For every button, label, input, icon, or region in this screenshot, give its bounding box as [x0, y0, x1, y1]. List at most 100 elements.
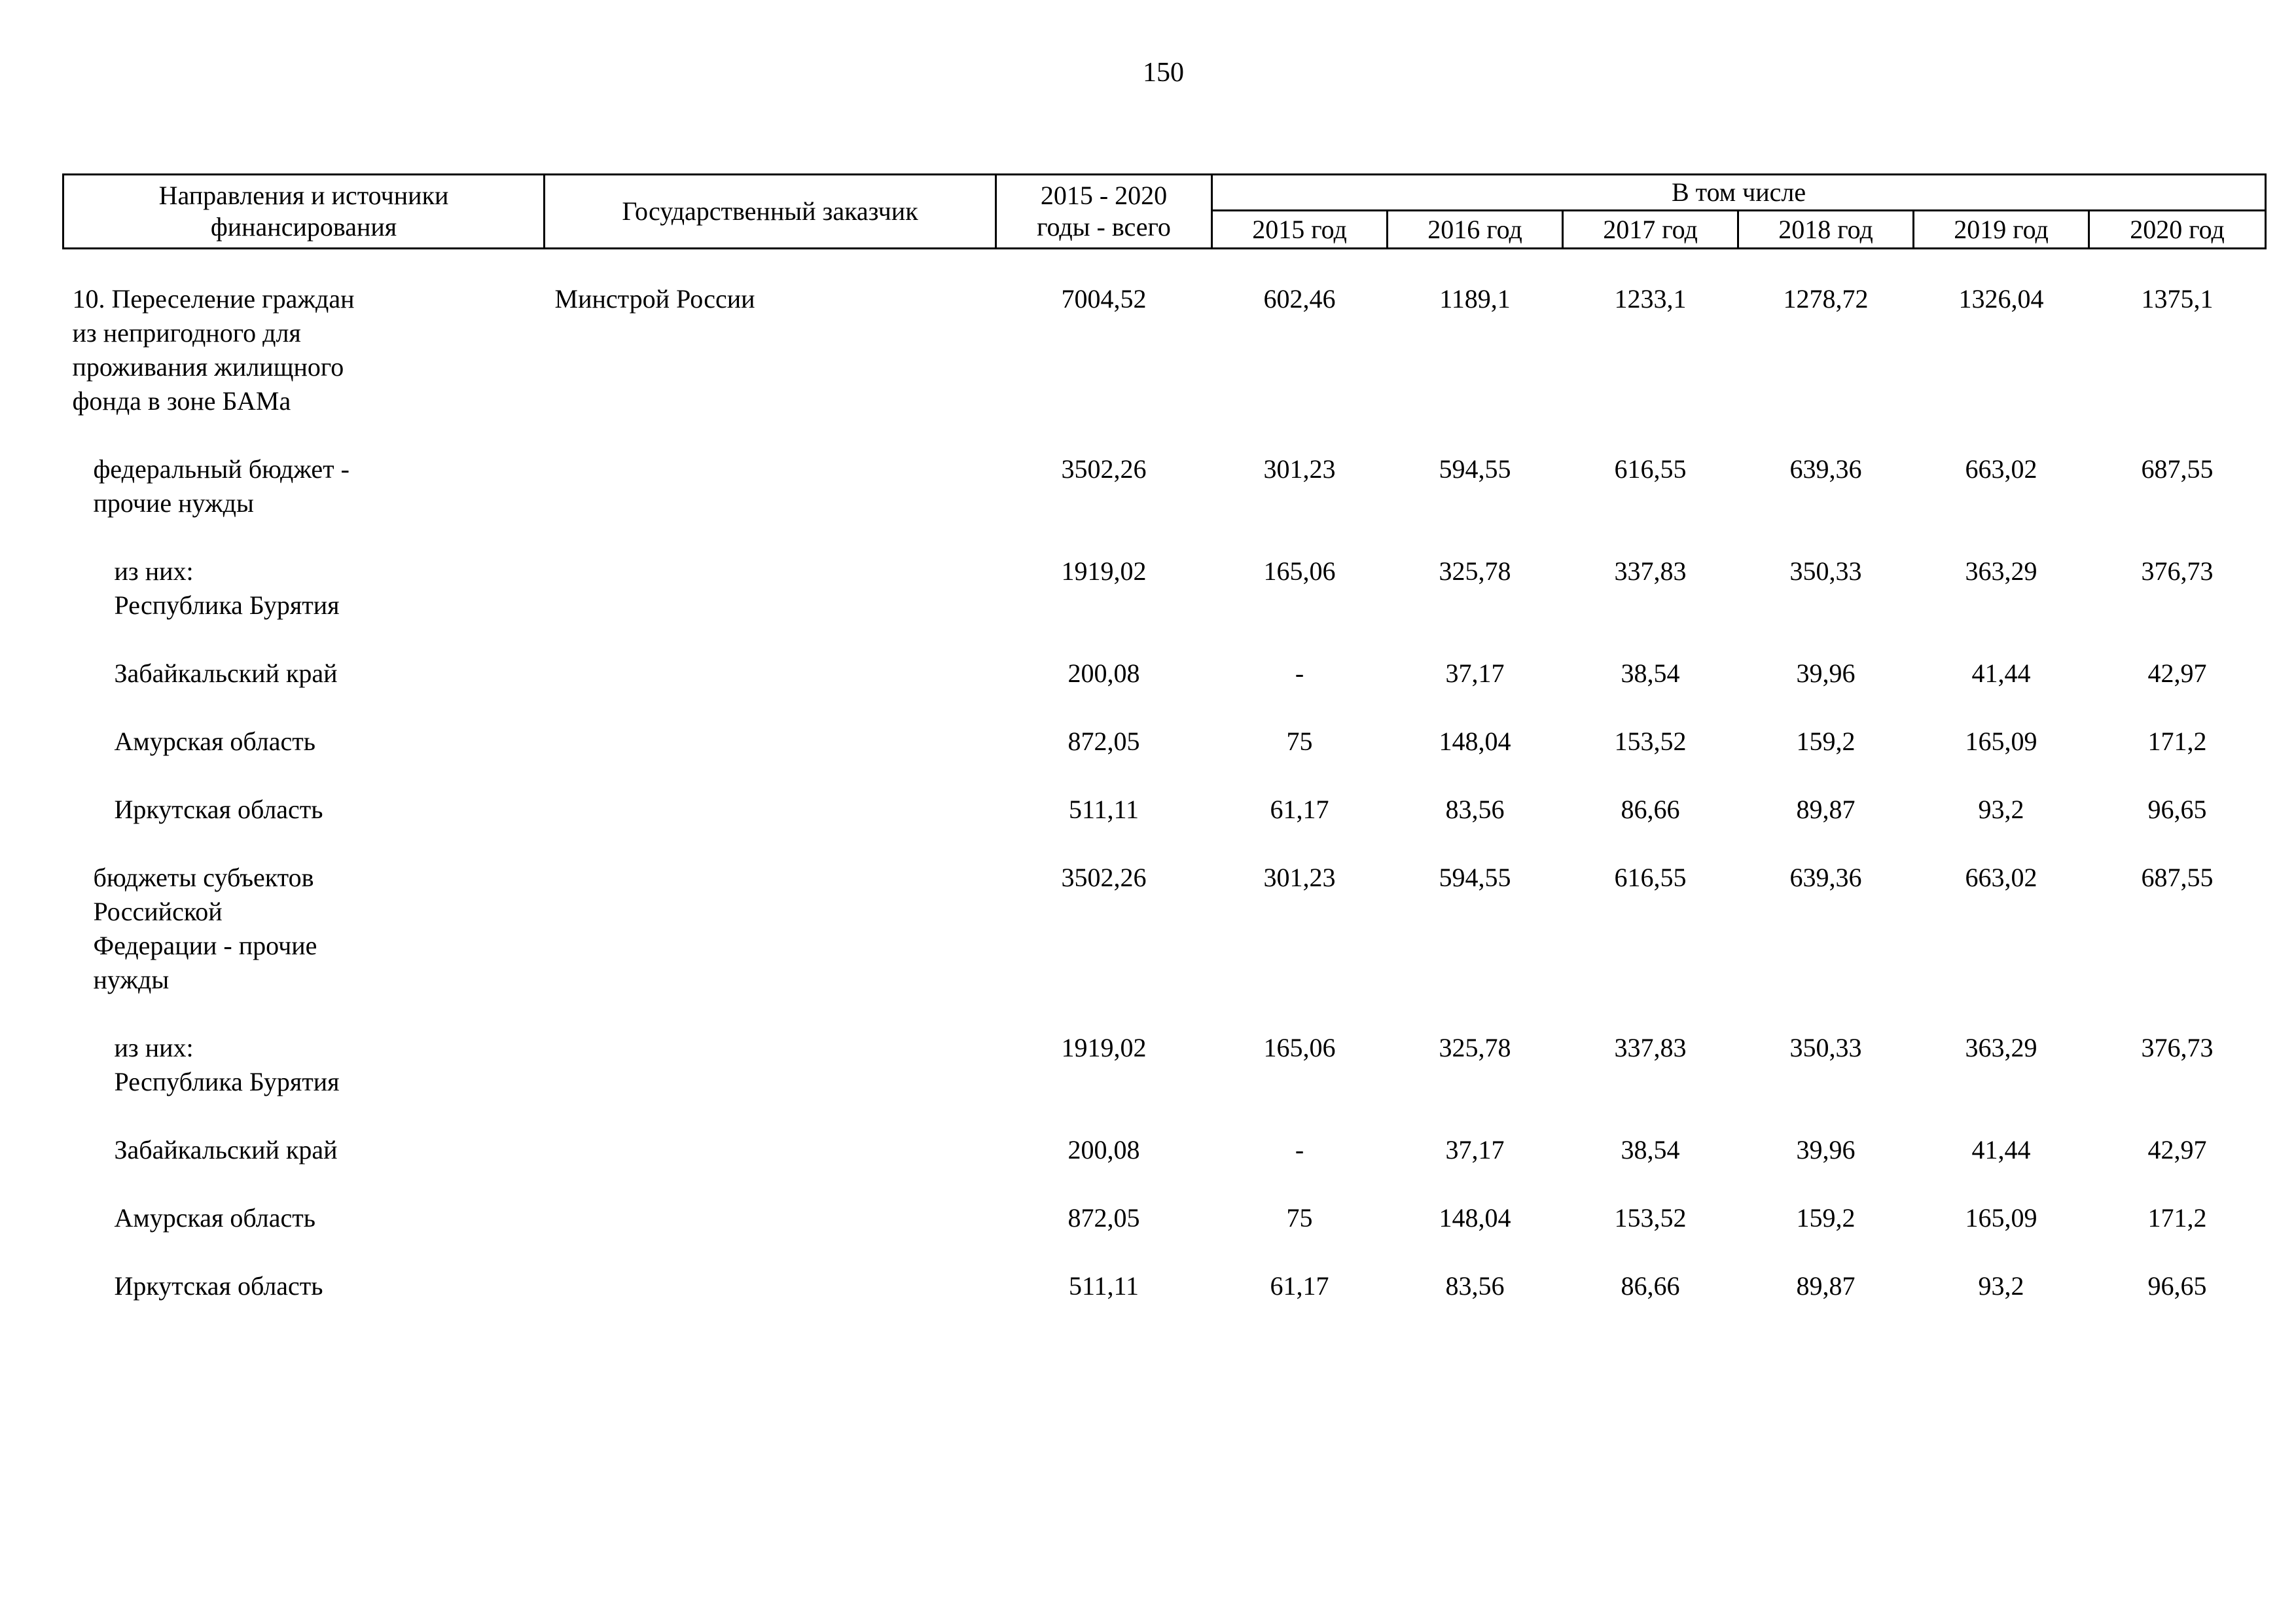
- table-row: из них: Республика Бурятия 1919,02 165,0…: [63, 1031, 2266, 1133]
- row-value: 165,06: [1263, 556, 1336, 586]
- row-total: 511,11: [1068, 1271, 1139, 1301]
- financing-table: Направления и источники финансирования Г…: [62, 173, 2267, 1337]
- table-body: 10. Переселение граждан из непригодного …: [63, 249, 2266, 1338]
- row-value: 38,54: [1621, 659, 1680, 688]
- row-total: 3502,26: [1061, 454, 1147, 484]
- header-row-top: Направления и источники финансирования Г…: [62, 173, 2267, 249]
- row-value: 376,73: [2141, 1033, 2214, 1062]
- row-customer: [545, 1201, 996, 1269]
- header-including: В том числе: [1210, 173, 2267, 211]
- table-header: Направления и источники финансирования Г…: [62, 173, 2267, 249]
- table-row: Иркутская область 511,11 61,17 83,56 86,…: [63, 793, 2266, 861]
- row-value: 594,55: [1439, 863, 1511, 892]
- row-total: 1919,02: [1061, 556, 1147, 586]
- row-value: 301,23: [1263, 863, 1336, 892]
- row-value: 86,66: [1621, 795, 1680, 824]
- table-row: бюджеты субъектов Российской Федерации -…: [63, 861, 2266, 1031]
- row-value: 1233,1: [1614, 284, 1687, 314]
- row-value: 165,09: [1965, 727, 2037, 756]
- row-value: -: [1295, 659, 1304, 688]
- row-total: 200,08: [1067, 1135, 1140, 1164]
- year-header-2016: 2016 год: [1386, 209, 1564, 249]
- row-value: 171,2: [2147, 727, 2207, 756]
- page-number: 150: [1143, 58, 1184, 88]
- table-row: 10. Переселение граждан из непригодного …: [63, 249, 2266, 453]
- row-value: 663,02: [1965, 863, 2037, 892]
- year-header-2019: 2019 год: [1912, 209, 2090, 249]
- row-label: из них: Республика Бурятия: [114, 1033, 340, 1096]
- row-value: 41,44: [1971, 1135, 2031, 1164]
- row-value: 350,33: [1789, 556, 1862, 586]
- row-value: 687,55: [2141, 454, 2214, 484]
- row-value: 96,65: [2147, 1271, 2207, 1301]
- row-value: 75: [1286, 1203, 1313, 1233]
- row-value: 61,17: [1270, 795, 1329, 824]
- row-value: 687,55: [2141, 863, 2214, 892]
- row-label: федеральный бюджет - прочие нужды: [93, 454, 350, 518]
- row-label: Иркутская область: [114, 795, 323, 824]
- row-value: 325,78: [1439, 556, 1511, 586]
- row-value: 165,06: [1263, 1033, 1336, 1062]
- row-label: Иркутская область: [114, 1271, 323, 1301]
- row-value: 42,97: [2147, 659, 2207, 688]
- row-value: 1375,1: [2141, 284, 2214, 314]
- row-value: 602,46: [1263, 284, 1336, 314]
- row-value: 93,2: [1978, 1271, 2024, 1301]
- row-value: 1326,04: [1958, 284, 2044, 314]
- row-customer: [545, 793, 996, 861]
- row-value: 639,36: [1789, 454, 1862, 484]
- row-customer: [545, 1031, 996, 1133]
- row-value: 337,83: [1614, 1033, 1687, 1062]
- document-page: 150 Направления и источники финансирован…: [62, 58, 2267, 1337]
- row-value: 83,56: [1445, 1271, 1505, 1301]
- row-value: 363,29: [1965, 556, 2037, 586]
- row-label: бюджеты субъектов Российской Федерации -…: [93, 863, 317, 994]
- row-value: -: [1295, 1135, 1304, 1164]
- table-row: Амурская область 872,05 75 148,04 153,52…: [63, 725, 2266, 793]
- row-value: 75: [1286, 727, 1313, 756]
- row-value: 337,83: [1614, 556, 1687, 586]
- row-value: 148,04: [1439, 727, 1511, 756]
- row-value: 1189,1: [1439, 284, 1511, 314]
- year-header-2020: 2020 год: [2087, 209, 2267, 249]
- row-customer: [545, 657, 996, 725]
- row-customer: [545, 725, 996, 793]
- row-value: 89,87: [1796, 795, 1856, 824]
- row-value: 89,87: [1796, 1271, 1856, 1301]
- row-value: 39,96: [1796, 659, 1856, 688]
- row-value: 93,2: [1978, 795, 2024, 824]
- table-row: Иркутская область 511,11 61,17 83,56 86,…: [63, 1269, 2266, 1337]
- table-row: Забайкальский край 200,08 - 37,17 38,54 …: [63, 657, 2266, 725]
- header-customer: Государственный заказчик: [543, 173, 997, 249]
- row-customer: [545, 554, 996, 657]
- row-value: 616,55: [1614, 863, 1687, 892]
- row-total: 872,05: [1067, 727, 1140, 756]
- row-value: 148,04: [1439, 1203, 1511, 1233]
- row-customer: [545, 452, 996, 554]
- row-value: 165,09: [1965, 1203, 2037, 1233]
- row-label: из них: Республика Бурятия: [114, 556, 340, 620]
- row-value: 325,78: [1439, 1033, 1511, 1062]
- row-value: 159,2: [1796, 727, 1856, 756]
- table-row: Забайкальский край 200,08 - 37,17 38,54 …: [63, 1133, 2266, 1201]
- row-value: 376,73: [2141, 556, 2214, 586]
- row-label: Амурская область: [114, 727, 315, 756]
- row-value: 350,33: [1789, 1033, 1862, 1062]
- row-label: Забайкальский край: [114, 1135, 338, 1164]
- row-customer: [545, 1269, 996, 1337]
- row-total: 872,05: [1067, 1203, 1140, 1233]
- year-header-2015: 2015 год: [1211, 209, 1388, 249]
- header-row-years: 2015 год 2016 год 2017 год 2018 год 2019…: [63, 209, 2267, 249]
- row-value: 639,36: [1789, 863, 1862, 892]
- row-total: 200,08: [1067, 659, 1140, 688]
- row-value: 363,29: [1965, 1033, 2037, 1062]
- row-value: 171,2: [2147, 1203, 2207, 1233]
- row-customer: [545, 1133, 996, 1201]
- row-value: 301,23: [1263, 454, 1336, 484]
- year-header-2017: 2017 год: [1562, 209, 1739, 249]
- row-value: 616,55: [1614, 454, 1687, 484]
- table-row: Амурская область 872,05 75 148,04 153,52…: [63, 1201, 2266, 1269]
- row-value: 663,02: [1965, 454, 2037, 484]
- row-value: 42,97: [2147, 1135, 2207, 1164]
- row-value: 159,2: [1796, 1203, 1856, 1233]
